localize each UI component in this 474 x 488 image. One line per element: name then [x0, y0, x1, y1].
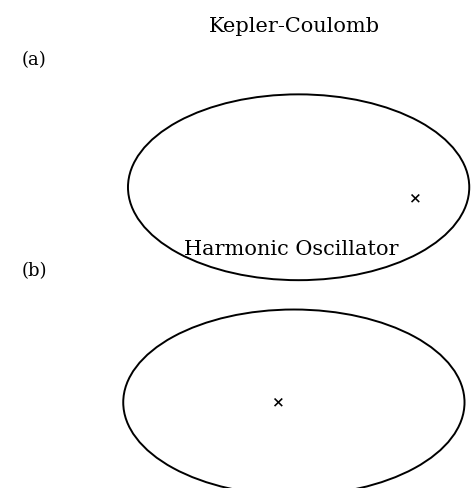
Text: ×: × [409, 191, 421, 204]
Text: ×: × [271, 394, 283, 408]
Text: Harmonic Oscillator: Harmonic Oscillator [184, 239, 399, 258]
Text: (a): (a) [21, 51, 46, 69]
Text: (b): (b) [21, 261, 47, 279]
Text: Kepler-Coulomb: Kepler-Coulomb [209, 17, 379, 36]
